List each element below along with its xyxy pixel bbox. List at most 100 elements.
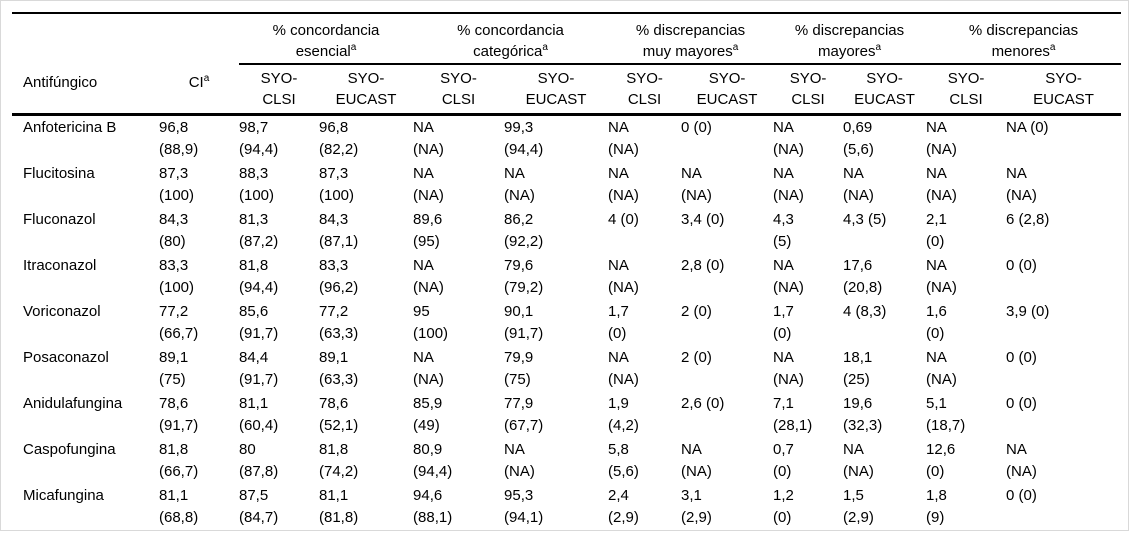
essential-agreement-syo-clsi-cell: 85,6 (91,7) [239, 302, 279, 342]
subheader-row: SYO- CLSI SYO- EUCAST SYO- CLSI SYO- EUC… [12, 64, 1122, 116]
subheader-syo-eucast: SYO- EUCAST [504, 64, 609, 116]
group-label-line1: % discrepancias [794, 22, 905, 39]
essential-agreement-syo-eucast-cell: 77,2 (63,3) [319, 302, 359, 342]
essential-agreement-syo-clsi-cell: 87,5 (84,7) [239, 483, 319, 530]
categorical-agreement-syo-clsi-cell: 85,9 (49) [413, 394, 443, 434]
group-header-very-major-discrepancies: % discrepancias muy mayoresa [608, 13, 774, 65]
categorical-agreement-syo-clsi-cell: NA (NA) [413, 348, 444, 388]
very-major-discrepancies-syo-eucast-cell: NA (NA) [681, 164, 712, 204]
group-label-line2: muy mayores [642, 43, 733, 60]
major-discrepancies-syo-eucast-cell: 17,6 (20,8) [843, 256, 883, 296]
major-discrepancies-syo-eucast-cell: 1,5 (2,9) [843, 483, 927, 530]
essential-agreement-syo-clsi-cell: 80 (87,8) [239, 440, 279, 480]
subheader-syo-eucast: SYO- EUCAST [681, 64, 774, 116]
very-major-discrepancies-syo-clsi-cell: 2,4 (2,9) [608, 483, 682, 530]
antifungal-name-cell: Voriconazol [23, 302, 101, 320]
group-label-line2: categórica [473, 43, 543, 60]
categorical-agreement-syo-clsi-cell: NA (NA) [413, 164, 444, 204]
minor-discrepancies-syo-clsi-cell: NA (NA) [926, 164, 957, 204]
very-major-discrepancies-syo-clsi-cell: NA (NA) [608, 164, 639, 204]
footnote-marker: a [542, 42, 548, 53]
table-row: Voriconazol 77,2 (66,7) 85,6 (91,7) 77,2… [12, 300, 1121, 346]
table-row: Posaconazol 89,1 (75) 84,4 (91,7) 89,1 (… [12, 346, 1121, 392]
group-header-major-discrepancies: % discrepancias mayoresa [773, 13, 927, 65]
categorical-agreement-syo-eucast-cell: 90,1 (91,7) [504, 302, 544, 342]
subheader-syo-clsi: SYO- CLSI [413, 64, 505, 116]
very-major-discrepancies-syo-clsi-cell: 4 (0) [608, 210, 639, 228]
ci-cell: 96,8 (88,9) [159, 118, 199, 158]
very-major-discrepancies-syo-eucast-cell: NA (NA) [681, 440, 712, 480]
ci-cell: 84,3 (80) [159, 210, 189, 250]
very-major-discrepancies-syo-clsi-cell: 1,7 (0) [608, 302, 629, 342]
footnote-marker: a [1049, 42, 1056, 53]
table-header: Antifúngico CIa % concordancia esenciala… [12, 13, 1122, 116]
essential-agreement-syo-eucast-cell: 84,3 (87,1) [319, 210, 359, 250]
antifungal-name-cell: Fluconazol [23, 210, 96, 228]
categorical-agreement-syo-eucast-cell: 86,2 (92,2) [504, 210, 544, 250]
minor-discrepancies-syo-clsi-cell: NA (NA) [926, 118, 957, 158]
categorical-agreement-syo-clsi-cell: 80,9 (94,4) [413, 440, 453, 480]
minor-discrepancies-syo-clsi-cell: NA (NA) [926, 348, 957, 388]
table-row: Anidulafungina 78,6 (91,7) 81,1 (60,4) 7… [12, 392, 1121, 438]
group-header-essential-agreement: % concordancia esenciala [239, 13, 414, 65]
table-row: Flucitosina 87,3 (100) 88,3 (100) 87,3 (… [12, 162, 1121, 208]
antifungal-name-cell: Micafungina [12, 483, 159, 530]
table-row: Caspofungina 81,8 (66,7) 80 (87,8) 81,8 … [12, 438, 1121, 484]
footnote-marker: a [350, 42, 357, 53]
antifungal-name-cell: Anfotericina B [23, 118, 117, 136]
group-label-line2: mayores [817, 43, 876, 60]
categorical-agreement-syo-clsi-cell: 95 (100) [413, 302, 449, 342]
major-discrepancies-syo-clsi-cell: NA (NA) [773, 348, 804, 388]
major-discrepancies-syo-clsi-cell: NA (NA) [773, 164, 804, 204]
very-major-discrepancies-syo-clsi-cell: NA (NA) [608, 118, 639, 158]
categorical-agreement-syo-eucast-cell: 79,6 (79,2) [504, 256, 544, 296]
essential-agreement-syo-clsi-cell: 88,3 (100) [239, 164, 275, 204]
major-discrepancies-syo-eucast-cell: 19,6 (32,3) [843, 394, 883, 434]
major-discrepancies-syo-clsi-cell: 7,1 (28,1) [773, 394, 813, 434]
table-row: Itraconazol 83,3 (100) 81,8 (94,4) 83,3 … [12, 254, 1121, 300]
table-row: Micafungina 81,1 (68,8) 87,5 (84,7) 81,1… [12, 483, 1122, 530]
subheader-syo-eucast: SYO- EUCAST [1006, 64, 1122, 116]
major-discrepancies-syo-eucast-cell: 0,69 (5,6) [843, 118, 874, 158]
categorical-agreement-syo-clsi-cell: NA (NA) [413, 256, 444, 296]
major-discrepancies-syo-eucast-cell: 4 (8,3) [843, 302, 887, 320]
subheader-syo-eucast: SYO- EUCAST [319, 64, 414, 116]
group-header-minor-discrepancies: % discrepancias menoresa [926, 13, 1122, 65]
very-major-discrepancies-syo-eucast-cell: 3,4 (0) [681, 210, 725, 228]
very-major-discrepancies-syo-eucast-cell: 0 (0) [681, 118, 712, 136]
minor-discrepancies-syo-clsi-cell: 1,8 (9) [926, 483, 1007, 530]
group-label-line1: % concordancia [272, 22, 380, 39]
categorical-agreement-syo-eucast-cell: NA (NA) [504, 164, 535, 204]
minor-discrepancies-syo-clsi-cell: 12,6 (0) [926, 440, 956, 480]
antifungal-name-cell: Caspofungina [23, 440, 116, 458]
minor-discrepancies-syo-eucast-cell: NA (0) [1006, 118, 1049, 136]
antifungal-concordance-table: Antifúngico CIa % concordancia esenciala… [12, 12, 1122, 530]
minor-discrepancies-syo-eucast-cell: NA (NA) [1006, 164, 1037, 204]
ci-cell: 78,6 (91,7) [159, 394, 199, 434]
minor-discrepancies-syo-eucast-cell: 3,9 (0) [1006, 302, 1050, 320]
major-discrepancies-syo-clsi-cell: 0,7 (0) [773, 440, 794, 480]
footnote-marker: a [203, 72, 210, 84]
minor-discrepancies-syo-eucast-cell: 6 (2,8) [1006, 210, 1050, 228]
very-major-discrepancies-syo-clsi-cell: NA (NA) [608, 256, 639, 296]
categorical-agreement-syo-clsi-cell: 94,6 (88,1) [413, 483, 505, 530]
essential-agreement-syo-eucast-cell: 81,1 (81,8) [319, 483, 414, 530]
minor-discrepancies-syo-clsi-cell: 1,6 (0) [926, 302, 947, 342]
minor-discrepancies-syo-eucast-cell: 0 (0) [1006, 483, 1122, 530]
ci-cell: 87,3 (100) [159, 164, 195, 204]
group-label-line1: % discrepancias [968, 22, 1079, 39]
column-header-antifungal-label: Antifúngico [23, 73, 98, 91]
essential-agreement-syo-eucast-cell: 89,1 (63,3) [319, 348, 359, 388]
very-major-discrepancies-syo-eucast-cell: 2,8 (0) [681, 256, 725, 274]
essential-agreement-syo-clsi-cell: 98,7 (94,4) [239, 118, 279, 158]
essential-agreement-syo-clsi-cell: 81,3 (87,2) [239, 210, 279, 250]
very-major-discrepancies-syo-eucast-cell: 2,6 (0) [681, 394, 725, 412]
antifungal-name-cell: Itraconazol [23, 256, 97, 274]
minor-discrepancies-syo-clsi-cell: 5,1 (18,7) [926, 394, 966, 434]
column-header-ci: CIa [159, 13, 239, 116]
very-major-discrepancies-syo-clsi-cell: NA (NA) [608, 348, 639, 388]
categorical-agreement-syo-clsi-cell: 89,6 (95) [413, 210, 443, 250]
subheader-syo-eucast: SYO- EUCAST [843, 64, 927, 116]
minor-discrepancies-syo-eucast-cell: 0 (0) [1006, 256, 1037, 274]
